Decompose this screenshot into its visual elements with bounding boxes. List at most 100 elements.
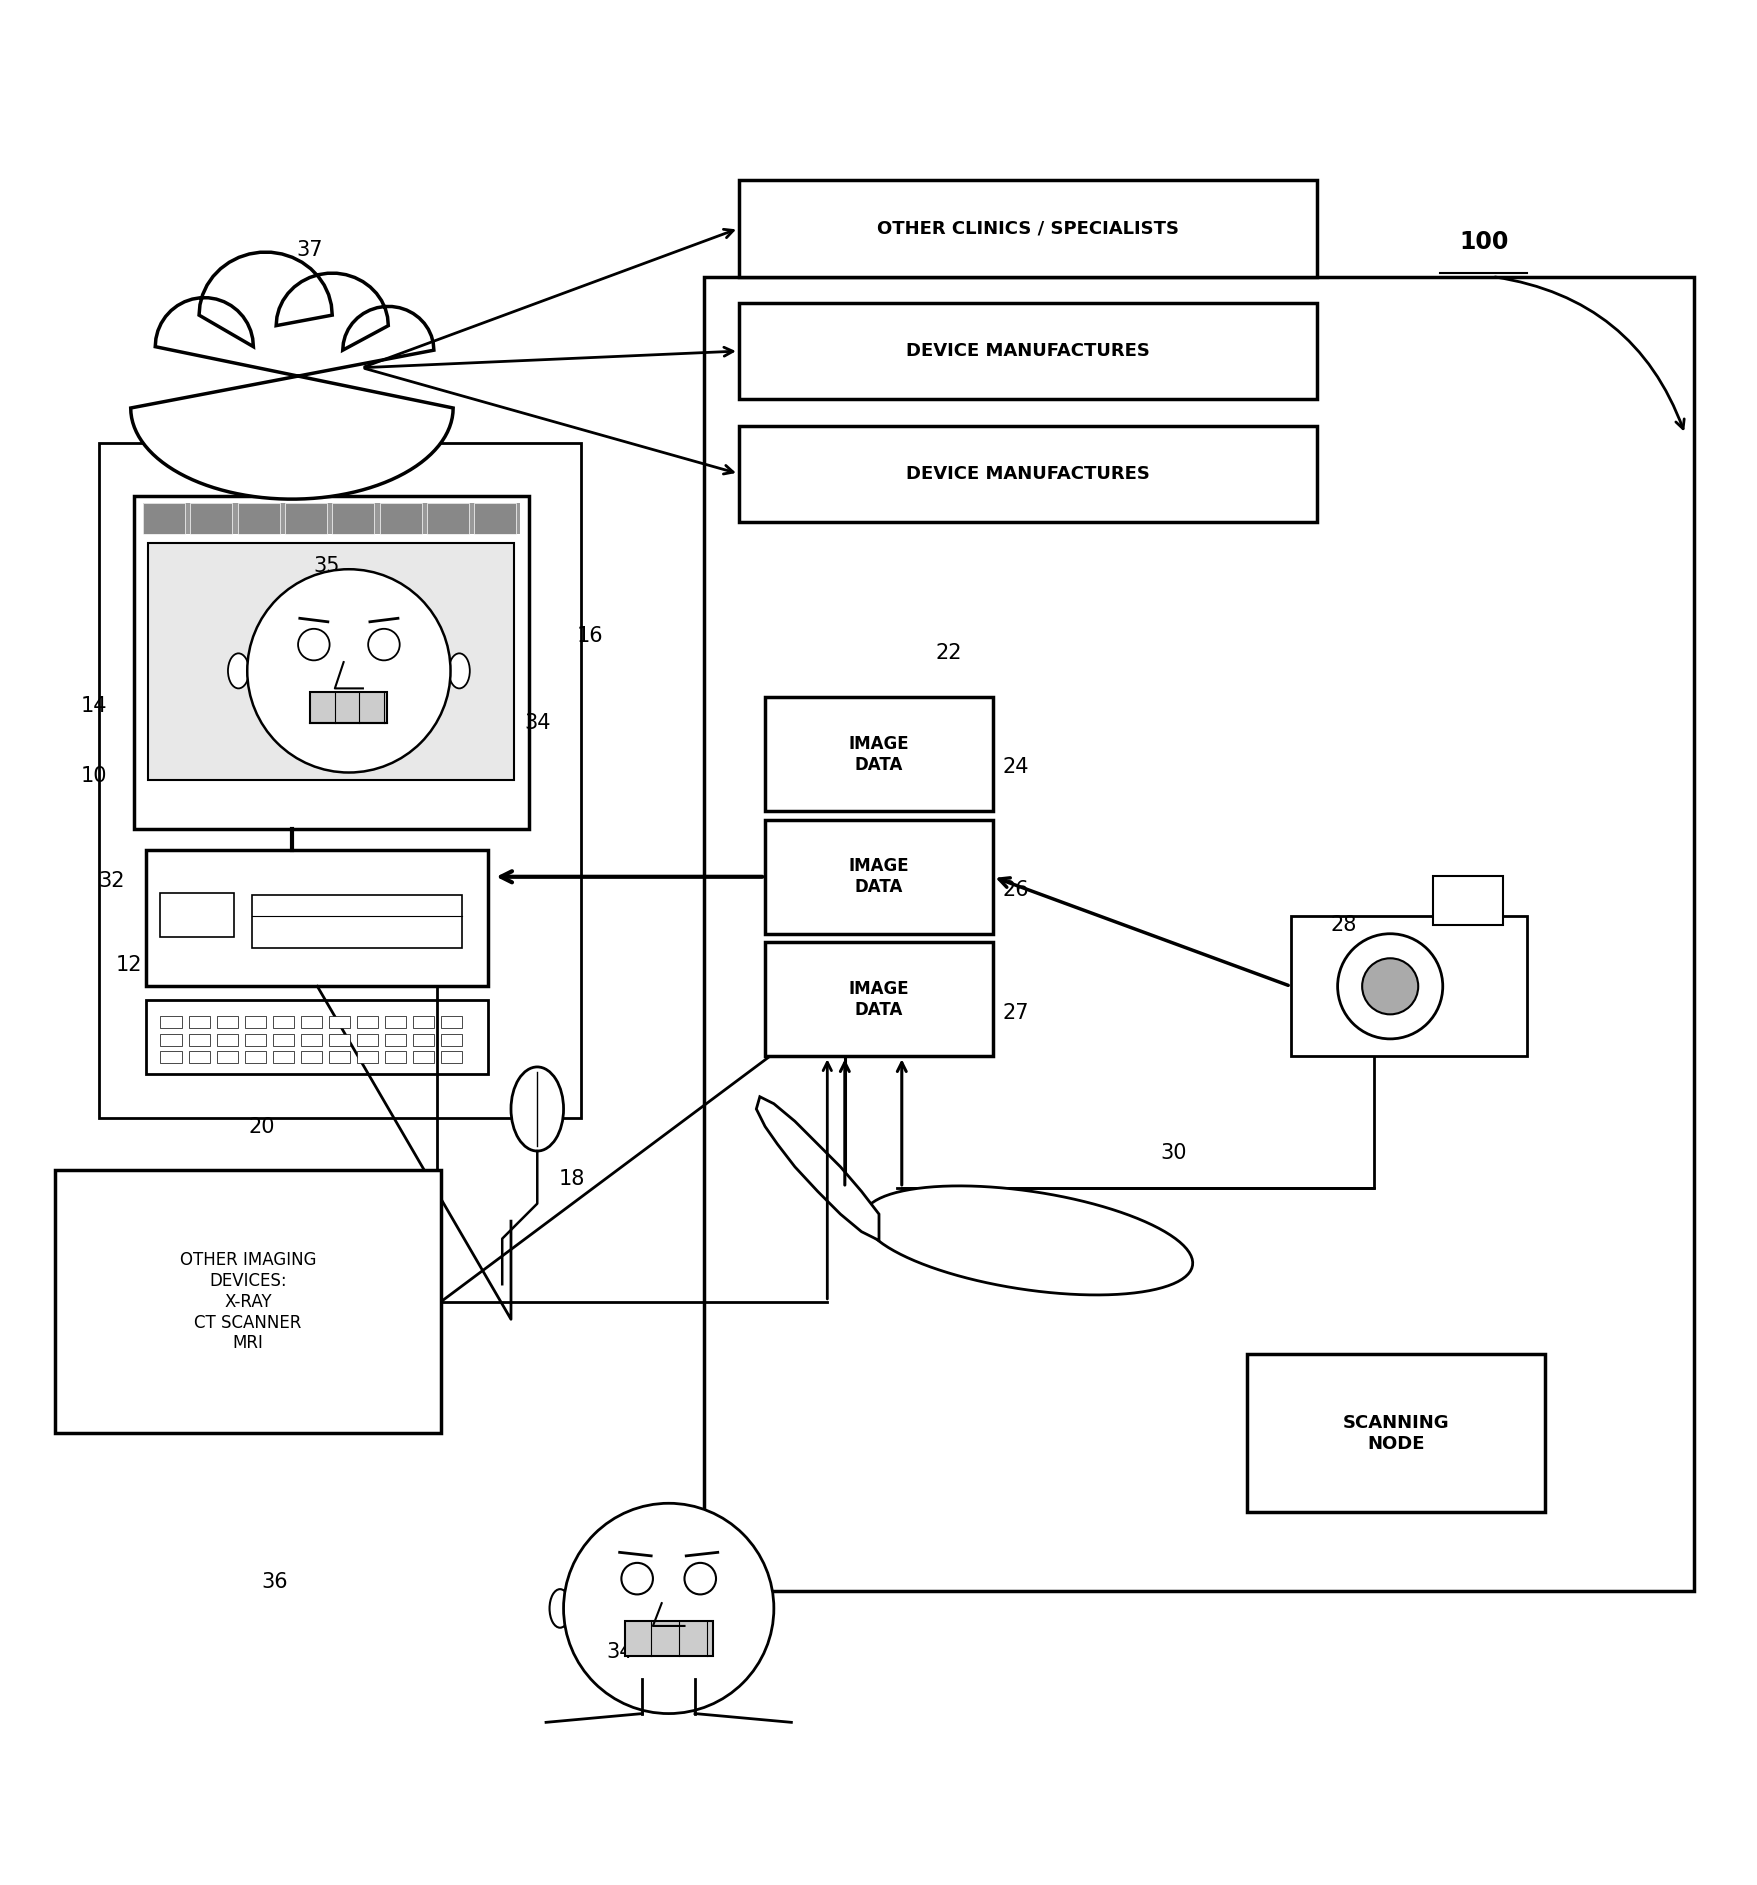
FancyBboxPatch shape xyxy=(160,1016,181,1029)
Text: 30: 30 xyxy=(1160,1142,1186,1163)
Text: OTHER IMAGING
DEVICES:
X-RAY
CT SCANNER
MRI: OTHER IMAGING DEVICES: X-RAY CT SCANNER … xyxy=(179,1252,316,1352)
FancyBboxPatch shape xyxy=(244,1033,265,1046)
FancyBboxPatch shape xyxy=(251,895,462,948)
FancyBboxPatch shape xyxy=(764,820,993,933)
FancyBboxPatch shape xyxy=(146,850,488,986)
FancyBboxPatch shape xyxy=(272,1033,293,1046)
FancyBboxPatch shape xyxy=(474,503,517,533)
FancyBboxPatch shape xyxy=(385,1016,406,1029)
FancyBboxPatch shape xyxy=(764,942,993,1056)
FancyBboxPatch shape xyxy=(285,503,327,533)
Text: 20: 20 xyxy=(249,1116,276,1137)
FancyBboxPatch shape xyxy=(216,1033,237,1046)
FancyBboxPatch shape xyxy=(385,1052,406,1063)
FancyBboxPatch shape xyxy=(160,1033,181,1046)
FancyBboxPatch shape xyxy=(148,543,515,780)
Circle shape xyxy=(248,569,450,773)
FancyBboxPatch shape xyxy=(216,1016,237,1029)
FancyBboxPatch shape xyxy=(272,1052,293,1063)
FancyBboxPatch shape xyxy=(142,503,520,533)
FancyBboxPatch shape xyxy=(329,1016,350,1029)
Ellipse shape xyxy=(228,654,249,688)
Circle shape xyxy=(367,630,399,660)
FancyBboxPatch shape xyxy=(357,1033,378,1046)
FancyBboxPatch shape xyxy=(300,1052,322,1063)
FancyBboxPatch shape xyxy=(427,503,469,533)
Text: IMAGE
DATA: IMAGE DATA xyxy=(849,980,908,1020)
Ellipse shape xyxy=(448,654,469,688)
Circle shape xyxy=(683,1563,715,1595)
Polygon shape xyxy=(130,253,453,500)
FancyBboxPatch shape xyxy=(385,1033,406,1046)
Text: 37: 37 xyxy=(295,239,323,260)
Circle shape xyxy=(564,1502,773,1713)
FancyBboxPatch shape xyxy=(1432,877,1502,926)
Text: OTHER CLINICS / SPECIALISTS: OTHER CLINICS / SPECIALISTS xyxy=(877,219,1179,238)
Text: SCANNING
NODE: SCANNING NODE xyxy=(1342,1414,1448,1453)
Circle shape xyxy=(1362,958,1418,1014)
Text: DEVICE MANUFACTURES: DEVICE MANUFACTURES xyxy=(905,341,1149,360)
FancyBboxPatch shape xyxy=(146,1001,488,1074)
FancyBboxPatch shape xyxy=(413,1016,434,1029)
FancyBboxPatch shape xyxy=(1290,916,1527,1056)
Text: IMAGE
DATA: IMAGE DATA xyxy=(849,858,908,895)
FancyBboxPatch shape xyxy=(329,1033,350,1046)
FancyBboxPatch shape xyxy=(380,503,422,533)
Text: 36: 36 xyxy=(262,1572,288,1593)
FancyBboxPatch shape xyxy=(300,1016,322,1029)
Text: 26: 26 xyxy=(1001,880,1028,899)
FancyBboxPatch shape xyxy=(142,503,184,533)
FancyBboxPatch shape xyxy=(272,1016,293,1029)
Text: IMAGE
DATA: IMAGE DATA xyxy=(849,735,908,773)
Text: 28: 28 xyxy=(1330,914,1356,935)
FancyBboxPatch shape xyxy=(300,1033,322,1046)
Circle shape xyxy=(299,630,329,660)
Text: 34: 34 xyxy=(524,713,550,733)
FancyBboxPatch shape xyxy=(738,426,1316,522)
FancyBboxPatch shape xyxy=(160,1052,181,1063)
FancyBboxPatch shape xyxy=(764,697,993,811)
Polygon shape xyxy=(863,1186,1191,1295)
Text: 24: 24 xyxy=(1001,758,1028,777)
FancyBboxPatch shape xyxy=(1246,1353,1544,1512)
Text: 27: 27 xyxy=(1001,1003,1028,1022)
FancyBboxPatch shape xyxy=(54,1171,441,1433)
FancyBboxPatch shape xyxy=(190,503,232,533)
FancyBboxPatch shape xyxy=(441,1016,462,1029)
Text: 34: 34 xyxy=(606,1642,633,1663)
FancyBboxPatch shape xyxy=(311,692,387,724)
Ellipse shape xyxy=(511,1067,564,1152)
Text: 22: 22 xyxy=(935,643,961,664)
FancyBboxPatch shape xyxy=(188,1016,209,1029)
Text: 16: 16 xyxy=(576,626,603,647)
Circle shape xyxy=(1337,933,1442,1039)
FancyBboxPatch shape xyxy=(237,503,279,533)
FancyBboxPatch shape xyxy=(244,1052,265,1063)
Text: 14: 14 xyxy=(81,696,107,716)
FancyBboxPatch shape xyxy=(738,303,1316,400)
FancyBboxPatch shape xyxy=(332,503,374,533)
FancyBboxPatch shape xyxy=(216,1052,237,1063)
Text: 32: 32 xyxy=(98,871,125,892)
FancyBboxPatch shape xyxy=(413,1052,434,1063)
FancyBboxPatch shape xyxy=(188,1052,209,1063)
FancyBboxPatch shape xyxy=(441,1052,462,1063)
FancyBboxPatch shape xyxy=(738,181,1316,277)
FancyBboxPatch shape xyxy=(134,496,529,829)
FancyBboxPatch shape xyxy=(357,1052,378,1063)
FancyBboxPatch shape xyxy=(188,1033,209,1046)
FancyBboxPatch shape xyxy=(244,1016,265,1029)
FancyBboxPatch shape xyxy=(329,1052,350,1063)
Ellipse shape xyxy=(550,1589,571,1629)
Text: 10: 10 xyxy=(81,765,107,786)
Circle shape xyxy=(620,1563,652,1595)
Text: DEVICE MANUFACTURES: DEVICE MANUFACTURES xyxy=(905,466,1149,483)
Text: 12: 12 xyxy=(116,956,142,975)
Text: 100: 100 xyxy=(1458,230,1508,253)
Text: 18: 18 xyxy=(559,1169,585,1189)
FancyBboxPatch shape xyxy=(624,1621,712,1655)
Text: 35: 35 xyxy=(313,556,341,575)
FancyBboxPatch shape xyxy=(357,1016,378,1029)
Polygon shape xyxy=(756,1097,878,1240)
FancyBboxPatch shape xyxy=(160,893,234,937)
